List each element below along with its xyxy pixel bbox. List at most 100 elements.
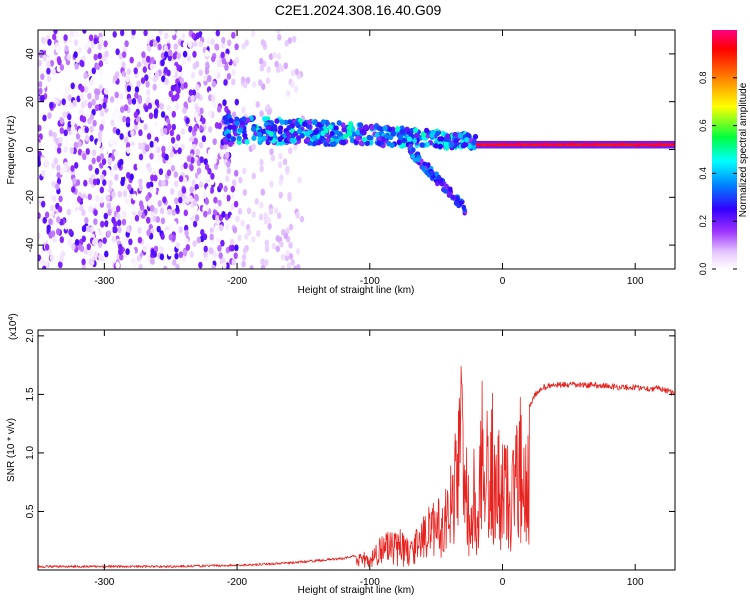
- heatmap-cell-533: [136, 80, 141, 88]
- x-tick-label: -300: [94, 276, 114, 287]
- heatmap-cell-1423: [288, 253, 294, 260]
- heatmap-cell-1366: [241, 253, 247, 261]
- heatmap-cell-1229: [190, 95, 195, 102]
- snr-frame: [37, 329, 676, 571]
- heatmap-cell-1247: [183, 82, 188, 89]
- heatmap-cell-1811: [245, 117, 251, 123]
- heatmap-cell-673: [113, 220, 118, 228]
- heatmap-cell-1369: [269, 180, 274, 188]
- heatmap-cell-1923: [226, 133, 232, 139]
- heatmap-cell-979: [59, 236, 64, 244]
- heatmap-cell-1198: [178, 175, 184, 183]
- heatmap-cell-859: [169, 129, 175, 137]
- heatmap-cell-1034: [100, 110, 105, 117]
- heatmap-cell-1245: [58, 261, 63, 269]
- heatmap-cell-846: [88, 164, 93, 172]
- heatmap-cell-55: [67, 239, 72, 247]
- heatmap-cell-1087: [201, 117, 206, 125]
- heatmap-cell-1382: [268, 53, 274, 60]
- heatmap-cell-1818: [283, 119, 289, 126]
- heatmap-cell-1317: [242, 167, 247, 175]
- heatmap-cell-1239: [50, 204, 55, 212]
- heatmap-cell-1158: [222, 192, 227, 200]
- heatmap-cell-632: [89, 79, 94, 86]
- heatmap-cell-962: [176, 152, 181, 160]
- heatmap-cell-860: [163, 66, 168, 74]
- heatmap-cell-2100: [633, 144, 640, 147]
- heatmap-cell-2090: [637, 143, 644, 146]
- heatmap-cell-1193: [79, 93, 85, 101]
- heatmap-cell-198: [225, 48, 230, 56]
- heatmap-cell-1359: [278, 179, 283, 186]
- heatmap-cell-91: [126, 68, 131, 75]
- heatmap-cell-1435: [293, 85, 299, 93]
- heatmap-cell-1294: [89, 114, 95, 121]
- heatmap-cell-682: [99, 153, 105, 160]
- heatmap-cell-1204: [115, 128, 121, 136]
- heatmap-cell-1391: [265, 77, 271, 84]
- heatmap-cell-1154: [153, 207, 158, 215]
- heatmap-cell-1049: [160, 233, 165, 240]
- heatmap-cell-20: [223, 185, 228, 193]
- heatmap-cell-1300: [250, 30, 256, 38]
- heatmap-cell-1236: [195, 106, 201, 113]
- heatmap-cell-900: [201, 135, 207, 143]
- heatmap-cell-1144: [149, 40, 154, 47]
- heatmap-cell-877: [198, 69, 203, 77]
- heatmap-cell-1371: [288, 242, 293, 249]
- heatmap-cell-608: [80, 41, 86, 48]
- heatmap-cell-2104: [489, 144, 496, 147]
- heatmap-cell-1865: [325, 137, 331, 144]
- heatmap-cell-1024: [181, 186, 187, 194]
- heatmap-cell-771: [103, 87, 109, 95]
- heatmap-cell-1195: [132, 193, 137, 201]
- heatmap-cell-566: [120, 106, 125, 113]
- heatmap-cell-1272: [50, 230, 56, 238]
- heatmap-cell-980: [138, 153, 144, 161]
- heatmap-cell-462: [93, 53, 98, 61]
- heatmap-cell-975: [77, 196, 82, 203]
- heatmap-cell-1630: [329, 130, 335, 137]
- heatmap-cell-1015: [197, 174, 202, 182]
- heatmap-cell-681: [80, 60, 85, 68]
- heatmap-cell-946: [160, 59, 165, 67]
- heatmap-cell-1416: [243, 81, 248, 89]
- heatmap-cell-948: [221, 57, 227, 65]
- heatmap-cell-1918: [241, 116, 247, 122]
- heatmap-cell-348: [202, 192, 207, 200]
- heatmap-cell-2091: [592, 142, 599, 146]
- heatmap-cell-645: [113, 118, 119, 125]
- heatmap-cell-1269: [53, 175, 58, 183]
- heatmap-cell-772: [83, 72, 88, 80]
- heatmap-cell-2094: [536, 143, 543, 146]
- heatmap-cell-1955: [334, 129, 340, 136]
- heatmap-cell-142: [226, 73, 232, 80]
- heatmap-cell-36: [191, 89, 197, 97]
- heatmap-cell-522: [92, 119, 97, 127]
- heatmap-cell-619: [51, 162, 56, 170]
- heatmap-cell-729: [95, 201, 100, 208]
- heatmap-cell-744: [68, 228, 73, 236]
- heatmap-cell-1013: [63, 34, 68, 41]
- heatmap-cell-1285: [119, 158, 124, 166]
- heatmap-cell-1137: [126, 142, 131, 149]
- heatmap-cell-1948: [234, 120, 240, 127]
- heatmap-cell-1365: [242, 247, 248, 254]
- heatmap-cell-1942: [382, 125, 388, 131]
- heatmap-cell-983: [42, 82, 47, 89]
- heatmap-cell-976: [99, 69, 104, 77]
- heatmap-cell-1257: [174, 143, 179, 151]
- heatmap-cell-718: [205, 61, 210, 69]
- heatmap-cell-1354: [264, 239, 269, 247]
- heatmap-cell-62: [148, 112, 154, 120]
- heatmap-cell-901: [59, 168, 64, 176]
- heatmap-cell-987: [58, 136, 63, 144]
- heatmap-cell-1250: [189, 164, 194, 172]
- heatmap-cell-1373: [299, 215, 305, 223]
- heatmap-cell-1264: [222, 262, 227, 269]
- heatmap-cell-16: [156, 146, 161, 154]
- heatmap-cell-1175: [75, 210, 80, 217]
- heatmap-cell-1145: [42, 265, 47, 269]
- heatmap-cell-356: [81, 116, 87, 123]
- heatmap-cell-1411: [277, 63, 283, 71]
